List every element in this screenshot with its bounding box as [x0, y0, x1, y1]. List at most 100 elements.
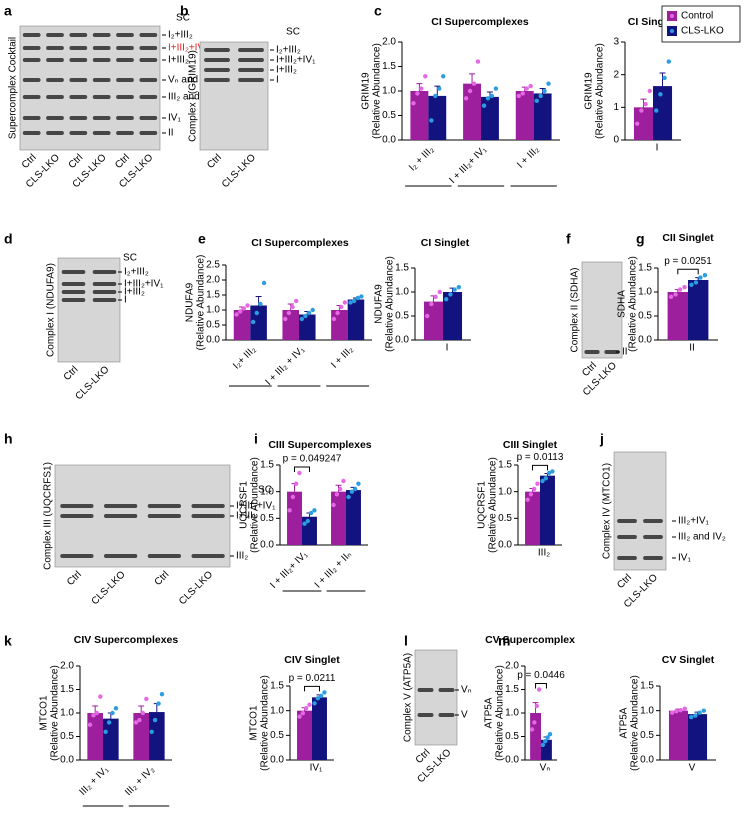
data-point [698, 275, 703, 280]
data-point [312, 508, 317, 513]
data-point [306, 310, 312, 316]
y-tick-label: 1.5 [260, 460, 274, 471]
blot [581, 261, 623, 359]
band [46, 78, 64, 82]
bar [410, 91, 429, 140]
data-point [524, 86, 529, 91]
data-point [666, 59, 672, 64]
data-point [352, 486, 358, 492]
bar [540, 475, 555, 545]
bar [331, 310, 348, 340]
bar [346, 490, 361, 545]
data-point [475, 59, 481, 64]
x-tick-label: I [656, 143, 659, 154]
lane-label: Ctrl [153, 569, 172, 588]
band-label: Vₙ [461, 685, 472, 696]
band [147, 554, 181, 558]
y-tick-label: 0.5 [60, 731, 74, 742]
x-tick-label: I + III₂ + IIₙ [313, 549, 354, 590]
band [61, 298, 86, 302]
data-point [689, 282, 694, 287]
band [92, 116, 111, 120]
y-tick-label: 1.0 [505, 708, 519, 719]
data-point [467, 88, 473, 94]
y-tick-label: 1.5 [270, 681, 284, 692]
x-tick-label: III₂ + IV₂ [123, 764, 157, 798]
data-point [440, 74, 446, 79]
chart-title: CIV Supercomplexes [74, 634, 179, 646]
band [92, 46, 111, 50]
band [204, 48, 230, 52]
y-tick-label: 1.0 [638, 287, 652, 298]
band [60, 554, 94, 558]
sig-bracket [294, 466, 310, 472]
band [191, 504, 225, 508]
blot [414, 649, 458, 746]
band [92, 58, 111, 62]
panel-letter: a [4, 3, 12, 19]
data-point [634, 121, 640, 126]
bar [481, 96, 499, 140]
band-label: I [276, 75, 279, 86]
data-point [283, 316, 288, 322]
band-label: III₂+IV₁ [678, 516, 710, 527]
data-point [689, 714, 694, 720]
y-tick-label: 0.5 [505, 731, 519, 742]
blot-label: Complex II (SDHA) [570, 267, 581, 352]
band [92, 290, 117, 294]
y-axis-label: (Relative Abundance) [50, 665, 61, 761]
y-tick-label: 0.5 [640, 730, 654, 741]
band-label: IV₁ [168, 113, 181, 124]
y-tick-label: 0.0 [206, 335, 220, 346]
band [147, 514, 181, 518]
data-point [535, 481, 540, 486]
data-point [254, 310, 259, 316]
data-point [531, 486, 537, 492]
bar [428, 95, 447, 140]
blot-label: Complex I (GRIM19) [188, 50, 199, 142]
data-point [423, 74, 428, 79]
bar [688, 714, 708, 760]
data-point [113, 706, 119, 711]
panel-letter: b [180, 3, 189, 19]
y-tick-label: 0.0 [498, 540, 512, 551]
sig-bracket [532, 464, 548, 471]
band [116, 78, 134, 82]
blot [57, 257, 121, 363]
data-point [303, 706, 309, 711]
lane-label: Ctrl [205, 152, 224, 171]
y-axis-label: (Relative Abundance) [372, 43, 383, 139]
band [617, 556, 637, 560]
y-tick-label: 1.5 [206, 290, 220, 301]
chart-title: CI Supercomplexes [251, 237, 349, 249]
y-tick-label: 0.0 [638, 335, 652, 346]
lane-label: CLS-LKO [220, 152, 258, 190]
band [116, 33, 134, 37]
band-label: I+III₂+IV₁ [124, 279, 164, 290]
data-point [662, 75, 667, 81]
data-point [654, 108, 659, 113]
data-point [297, 470, 302, 476]
data-point [133, 720, 139, 725]
y-axis-label: (Relative Abundance) [250, 457, 261, 553]
data-point [411, 101, 416, 106]
data-point [94, 710, 100, 716]
y-tick-label: 0.5 [382, 110, 396, 121]
data-point [250, 319, 256, 325]
bar [250, 305, 267, 340]
data-point [471, 81, 477, 86]
data-point [293, 481, 299, 486]
bar [525, 491, 540, 545]
panel-letter: g [636, 231, 645, 247]
data-point [542, 88, 547, 94]
y-tick-label: 2.0 [60, 661, 74, 672]
bar [530, 713, 541, 760]
data-point [337, 486, 343, 492]
band [417, 713, 434, 717]
y-tick-label: 1.0 [382, 86, 396, 97]
data-point [137, 717, 142, 723]
bar [287, 491, 302, 545]
band [92, 298, 117, 302]
data-point [159, 692, 165, 697]
